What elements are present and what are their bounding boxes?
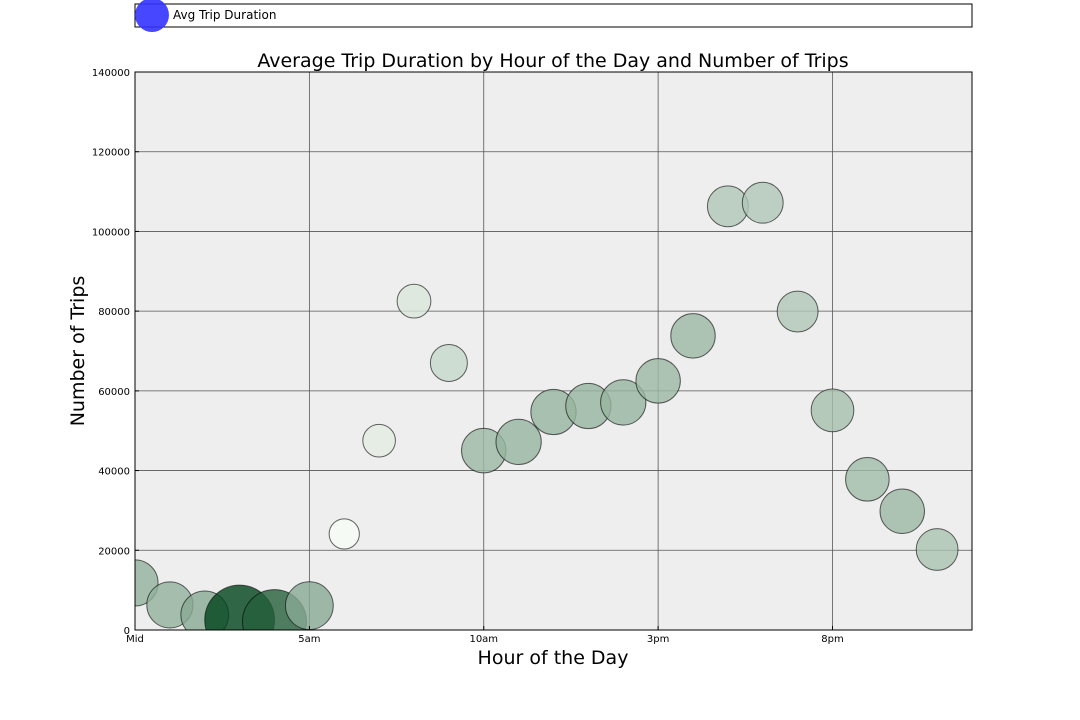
x-axis-label: Hour of the Day xyxy=(478,647,629,669)
plot-frame xyxy=(134,71,973,631)
bubble-point xyxy=(429,343,468,382)
y-tick-label: 40000 xyxy=(98,467,130,478)
bubbles xyxy=(135,181,959,630)
x-tick-label: 10am xyxy=(469,634,498,645)
bubble-point xyxy=(396,283,432,319)
y-axis-label: Number of Trips xyxy=(67,276,89,427)
y-tick-label: 100000 xyxy=(92,227,130,238)
bubble-point xyxy=(635,358,681,404)
bubble-point xyxy=(741,181,784,224)
chart-title: Average Trip Duration by Hour of the Day… xyxy=(257,50,848,72)
bubble-point xyxy=(495,418,542,466)
x-tick-label: 5am xyxy=(298,634,320,645)
bubble-point xyxy=(879,488,925,534)
bubble-point xyxy=(285,581,334,630)
y-tick-label: 20000 xyxy=(98,546,130,557)
bubble-point xyxy=(600,379,647,426)
x-axis-ticks: Mid 5am 10am 3pm 8pm xyxy=(126,626,844,645)
y-tick-label: 120000 xyxy=(92,148,130,159)
y-tick-label: 80000 xyxy=(98,307,130,318)
legend: Avg Trip Duration xyxy=(134,0,973,32)
y-tick-label: 140000 xyxy=(92,68,130,79)
y-axis-ticks: 0 20000 40000 60000 80000 100000 120000 140000 xyxy=(92,68,139,637)
bubble-point xyxy=(915,528,959,571)
bubble-point xyxy=(328,518,360,550)
bubble-point xyxy=(776,290,819,333)
plot-area xyxy=(135,72,972,630)
legend-marker xyxy=(135,0,169,32)
y-tick-label: 60000 xyxy=(98,387,130,398)
legend-label: Avg Trip Duration xyxy=(173,8,276,22)
bubble-point xyxy=(845,457,890,502)
bubble-point xyxy=(810,388,855,433)
bubble-point xyxy=(362,423,396,458)
x-tick-label: 8pm xyxy=(821,634,843,645)
legend-frame xyxy=(134,3,973,28)
x-tick-label: Mid xyxy=(126,634,144,645)
bubble-point xyxy=(670,313,716,359)
x-tick-label: 3pm xyxy=(647,634,669,645)
y-tick-label: 0 xyxy=(124,626,130,637)
